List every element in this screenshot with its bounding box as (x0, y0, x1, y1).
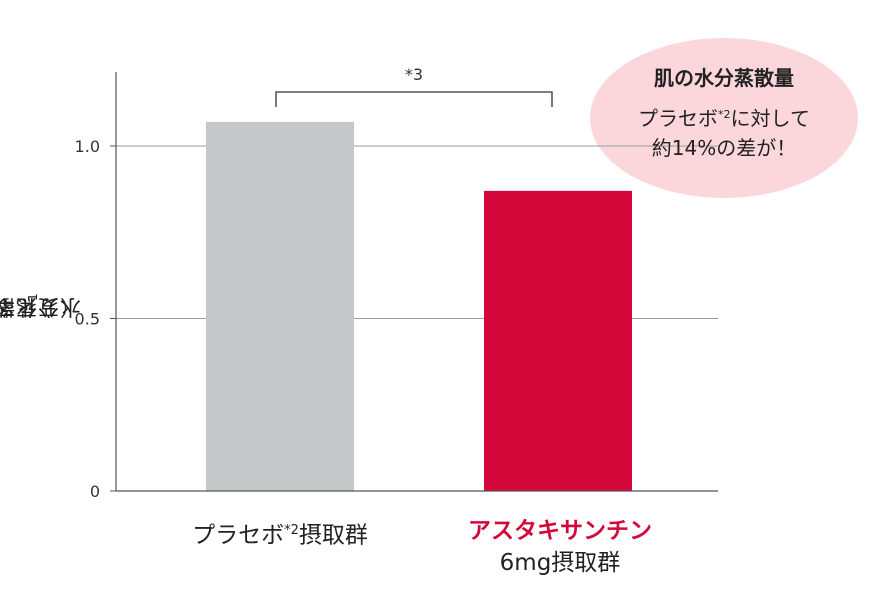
callout-bubble (590, 38, 858, 198)
x-label-astaxanthin-dose: 6mg摂取群 (499, 550, 621, 576)
y-tick-label: 1.0 (75, 137, 100, 156)
x-label-astaxanthin-name: アスタキサンチン (468, 518, 652, 544)
significance-bracket (275, 91, 553, 107)
x-label-astaxanthin: アスタキサンチン 6mg摂取群 (400, 515, 720, 579)
callout-message: プラセボ*2に対して 約14%の差が！ (638, 106, 810, 160)
callout-title: 肌の水分蒸散量 (654, 66, 794, 90)
y-tick-label: 0 (90, 482, 100, 501)
y-tick-label: 0.5 (75, 310, 100, 329)
bar-astaxanthin (484, 190, 632, 491)
bar-placebo (206, 121, 354, 491)
significance-label: *3 (405, 65, 423, 84)
callout: 肌の水分蒸散量 プラセボ*2に対して 約14%の差が！ (590, 38, 858, 198)
x-label-placebo: プラセボ*2摂取群 (192, 522, 368, 549)
